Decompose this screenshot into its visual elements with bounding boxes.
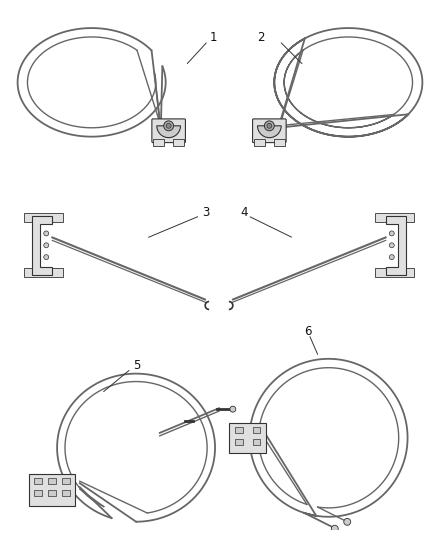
Circle shape [44,255,49,260]
Circle shape [44,243,49,248]
Polygon shape [32,216,52,275]
Text: 3: 3 [202,206,210,219]
Text: 5: 5 [133,359,141,372]
FancyBboxPatch shape [274,139,285,146]
Circle shape [44,231,49,236]
Bar [48,478,56,484]
Circle shape [389,255,394,260]
FancyBboxPatch shape [254,139,265,146]
FancyBboxPatch shape [173,139,184,146]
Bar [34,490,42,496]
Circle shape [230,406,236,412]
FancyBboxPatch shape [229,423,266,453]
Bar [62,478,70,484]
Circle shape [265,121,274,131]
FancyBboxPatch shape [375,269,414,277]
FancyBboxPatch shape [29,474,75,506]
Bar [235,427,243,433]
Wedge shape [157,126,180,138]
Text: 1: 1 [210,31,218,44]
Bar [62,490,70,496]
Bar [253,427,261,433]
Circle shape [267,123,272,128]
Wedge shape [258,126,281,138]
FancyBboxPatch shape [24,213,63,222]
FancyBboxPatch shape [153,139,164,146]
Text: 4: 4 [240,206,247,219]
Polygon shape [386,216,406,275]
Circle shape [331,525,338,532]
Bar [34,478,42,484]
FancyBboxPatch shape [24,269,63,277]
Circle shape [344,519,351,526]
FancyBboxPatch shape [253,119,286,143]
Text: 2: 2 [258,31,265,44]
Circle shape [389,231,394,236]
Circle shape [389,243,394,248]
Circle shape [166,123,171,128]
Text: 6: 6 [304,325,311,338]
FancyBboxPatch shape [375,213,414,222]
Bar [253,439,261,445]
Bar [235,439,243,445]
Circle shape [164,121,173,131]
FancyBboxPatch shape [152,119,185,143]
Bar [48,490,56,496]
